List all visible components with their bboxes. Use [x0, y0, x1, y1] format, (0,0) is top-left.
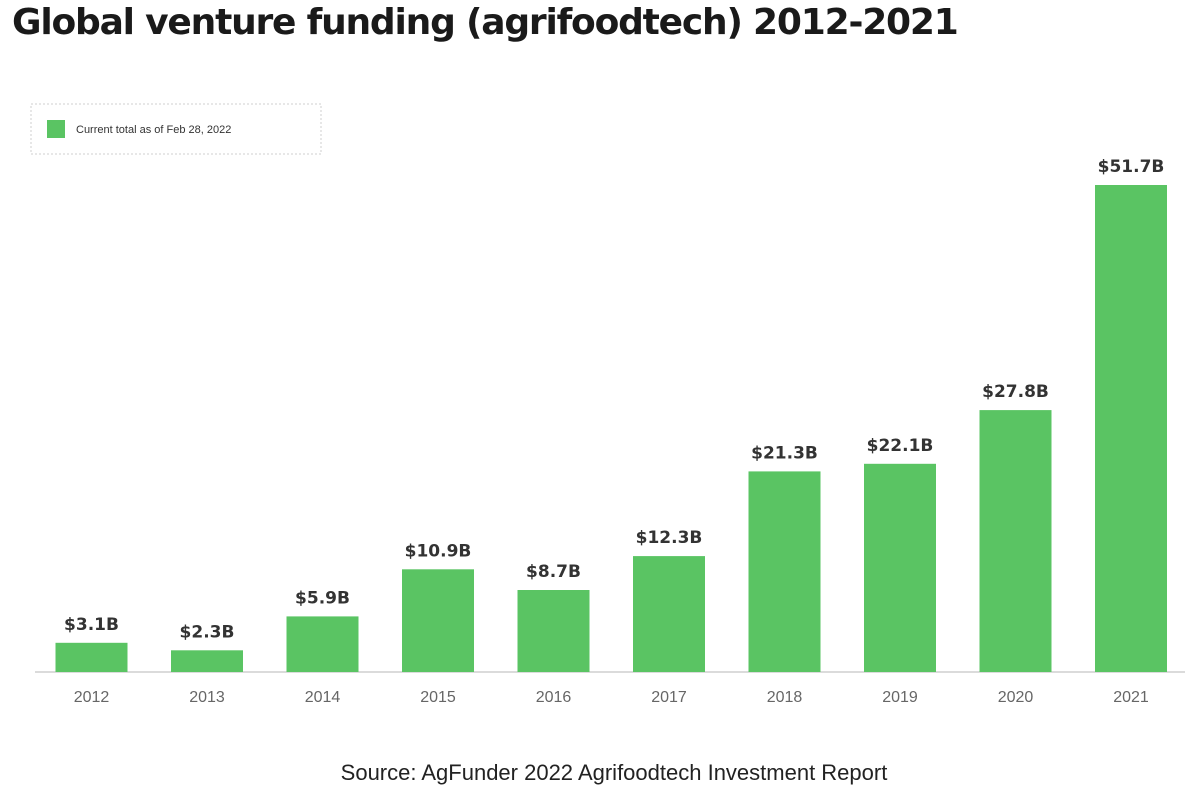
- x-tick-2018: 2018: [767, 689, 803, 706]
- x-tick-2015: 2015: [420, 689, 456, 706]
- bar-2013: [171, 650, 243, 672]
- x-tick-2014: 2014: [305, 689, 341, 706]
- bar-2021: [1095, 185, 1167, 672]
- bar-2016: [517, 590, 590, 672]
- x-tick-2016: 2016: [536, 689, 572, 706]
- bar-2017: [633, 556, 705, 672]
- value-label-2018: $21.3B: [751, 443, 818, 463]
- value-label-2016: $8.7B: [526, 562, 581, 582]
- bar-2020: [979, 410, 1052, 672]
- value-label-2020: $27.8B: [982, 382, 1049, 402]
- value-label-2021: $51.7B: [1098, 157, 1165, 177]
- bar-2018: [748, 471, 821, 672]
- x-tick-2013: 2013: [189, 689, 225, 706]
- legend-label: Current total as of Feb 28, 2022: [76, 124, 231, 136]
- bar-2012: [55, 642, 128, 672]
- value-label-2019: $22.1B: [867, 436, 934, 456]
- value-label-2012: $3.1B: [64, 615, 119, 635]
- x-tick-2021: 2021: [1113, 689, 1149, 706]
- source-note: Source: AgFunder 2022 Agrifoodtech Inves…: [340, 760, 888, 785]
- x-tick-2017: 2017: [651, 689, 687, 706]
- value-label-2017: $12.3B: [636, 528, 703, 548]
- x-tick-2012: 2012: [74, 689, 110, 706]
- x-tick-2019: 2019: [882, 689, 918, 706]
- chart-title: Global venture funding (agrifoodtech) 20…: [12, 2, 959, 43]
- bar-2015: [402, 569, 474, 672]
- legend: Current total as of Feb 28, 2022: [30, 103, 322, 155]
- legend-box: [30, 103, 322, 155]
- value-label-2013: $2.3B: [180, 622, 235, 642]
- value-label-2015: $10.9B: [405, 541, 472, 561]
- bars-group: [55, 185, 1167, 672]
- bar-2014: [286, 616, 359, 672]
- value-label-2014: $5.9B: [295, 588, 350, 608]
- legend-swatch: [47, 120, 65, 138]
- bar-2019: [864, 463, 936, 672]
- x-tick-2020: 2020: [998, 689, 1034, 706]
- value-labels-group: $3.1B $2.3B $5.9B $10.9B $8.7B $12.3B $21.3B $2…: [64, 157, 1164, 642]
- x-tick-labels-group: 2012 2013 2014 2015 2016 2017 2018 2019 2020 2021: [74, 689, 1149, 706]
